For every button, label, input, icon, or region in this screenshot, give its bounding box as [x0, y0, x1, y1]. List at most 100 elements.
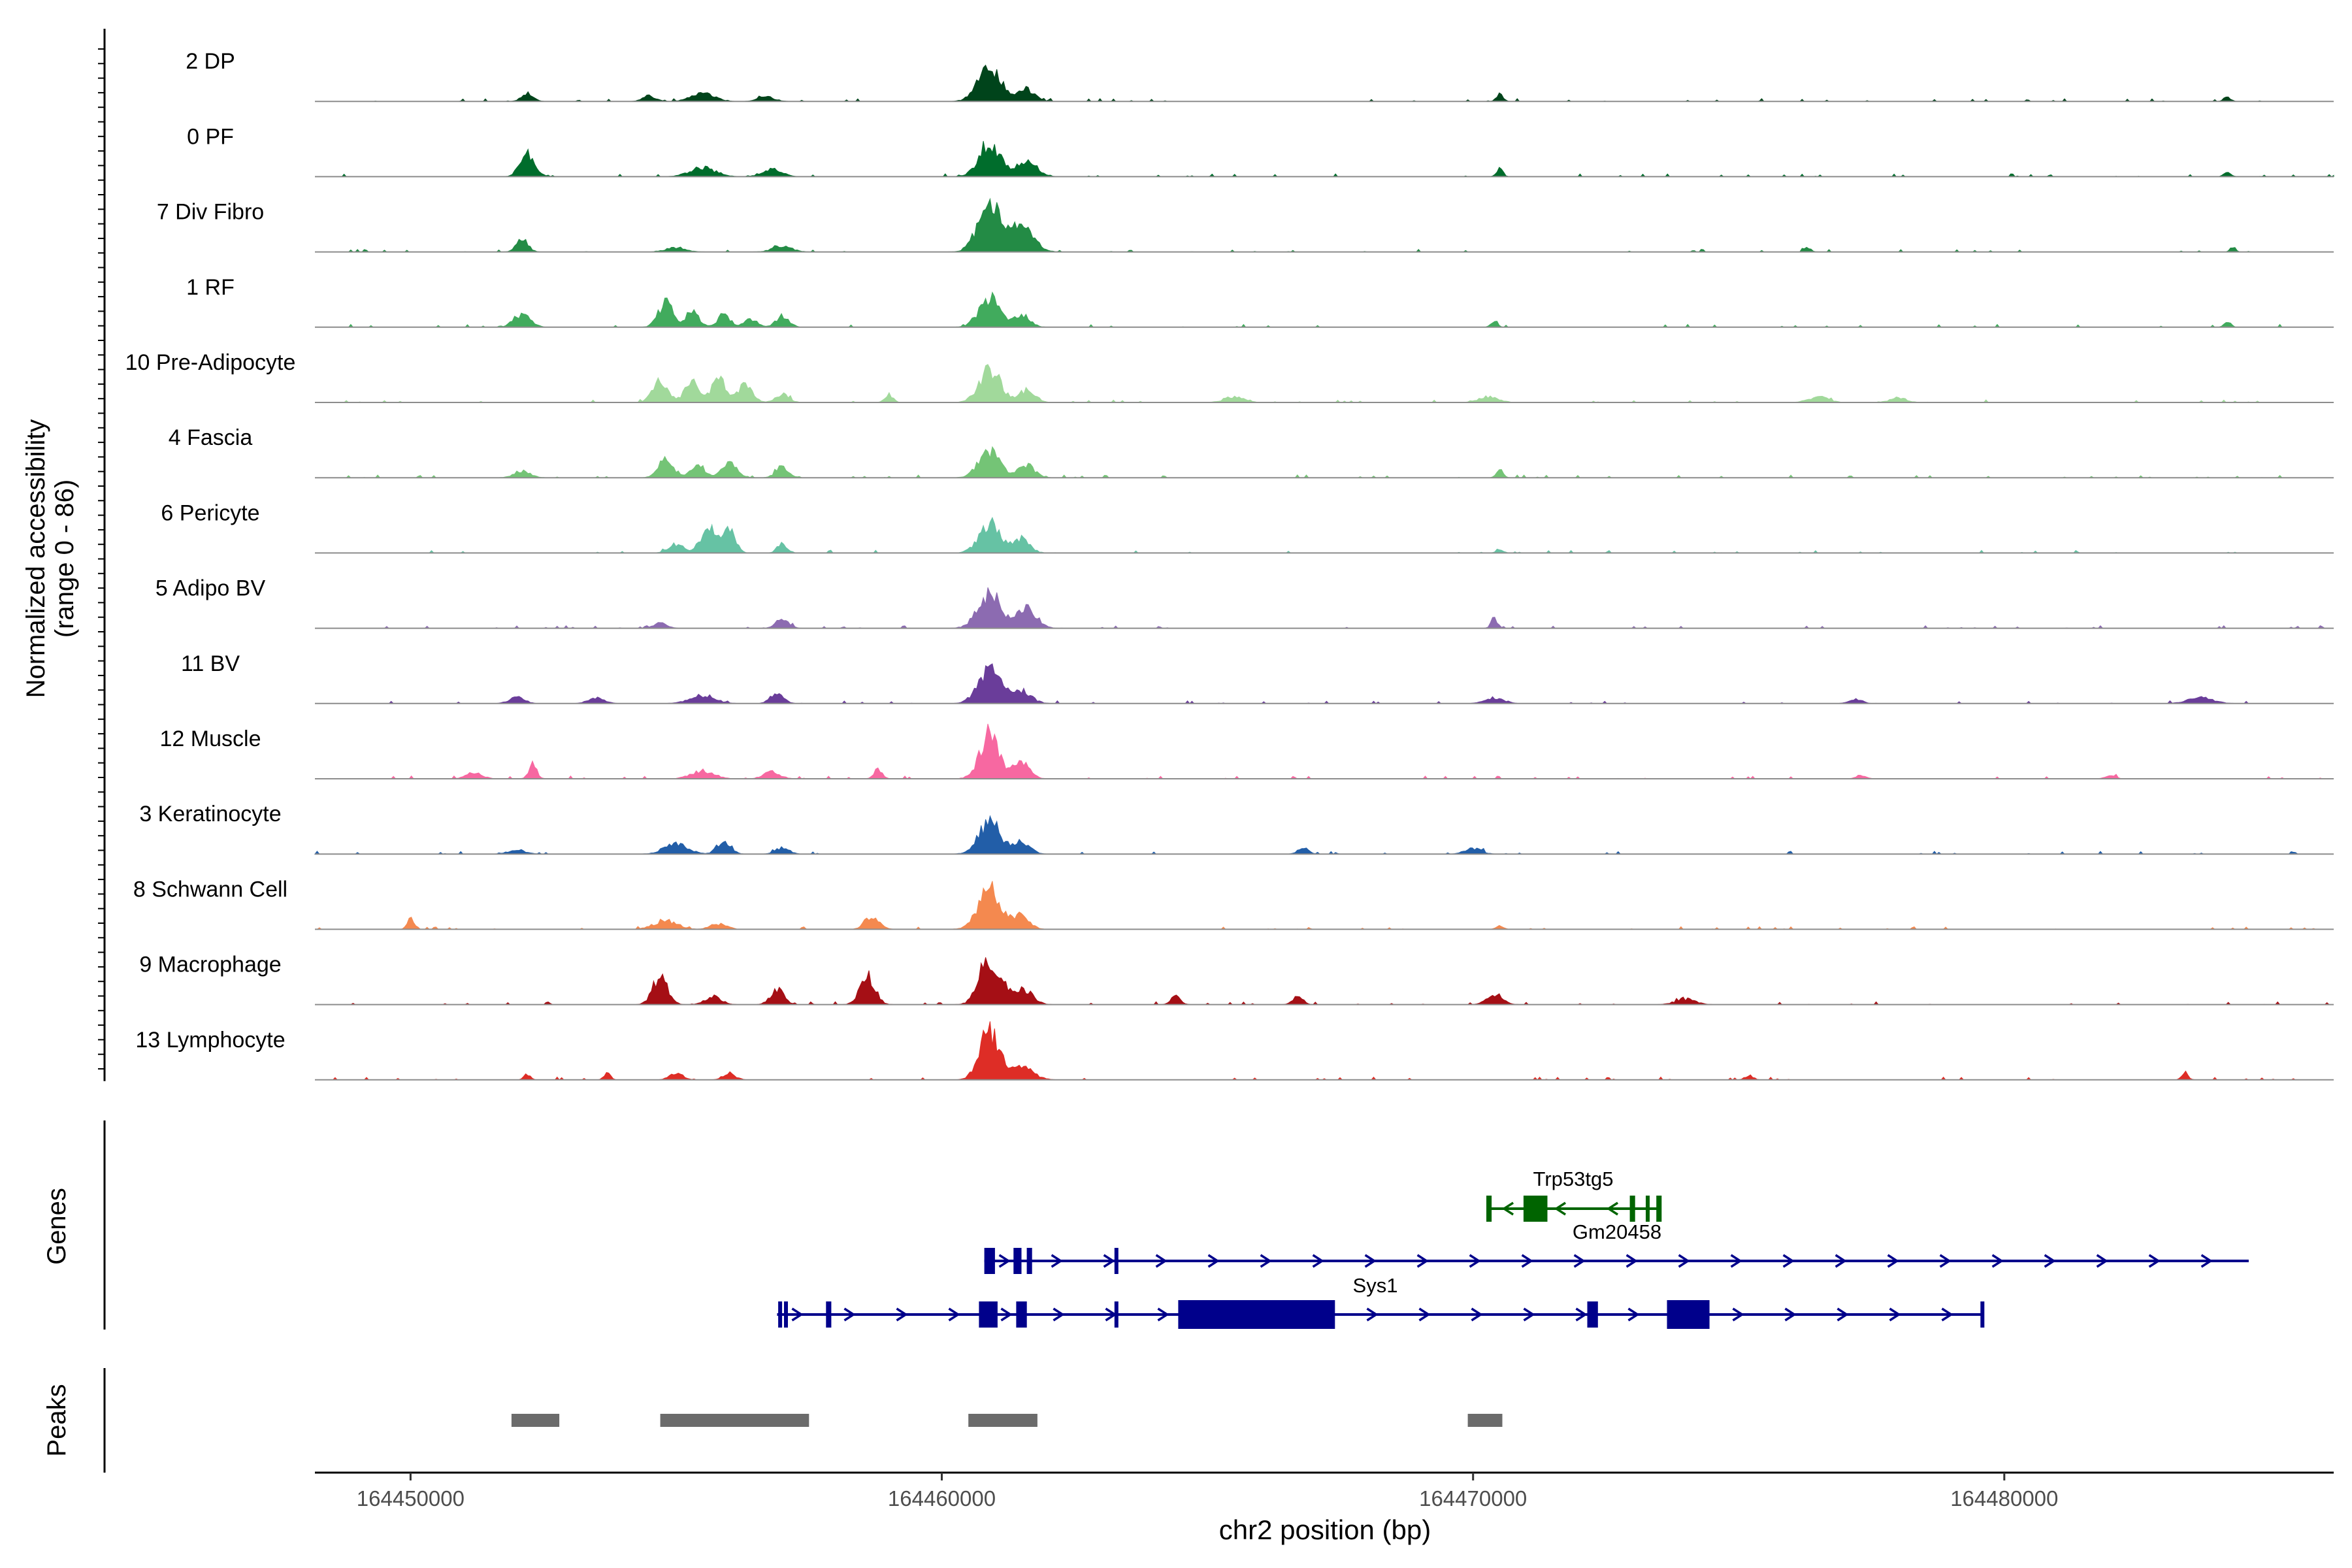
- coverage-track: 9 Macrophage: [139, 953, 2334, 1005]
- strand-chevron: [1366, 1307, 1379, 1322]
- genes-panel: Trp53tg5 Gm20458 Sys1: [103, 1120, 2249, 1330]
- gene-exon: [1114, 1301, 1119, 1328]
- strand-chevron: [1418, 1307, 1431, 1322]
- gene-Trp53tg5: Trp53tg5: [1486, 1168, 1662, 1222]
- gene-exon: [1587, 1301, 1598, 1328]
- coverage-track: 2 DP: [186, 49, 2334, 103]
- gene-label: Sys1: [1353, 1274, 1398, 1297]
- gene-Sys1: Sys1: [777, 1274, 1985, 1329]
- genes-panel-label: Genes: [42, 1188, 71, 1265]
- strand-chevron: [1837, 1307, 1849, 1322]
- strand-chevron: [1939, 1254, 1952, 1268]
- strand-chevron: [1782, 1254, 1795, 1268]
- strand-chevron: [1991, 1254, 2004, 1268]
- gene-exon: [826, 1301, 832, 1328]
- strand-chevron: [1157, 1307, 1169, 1322]
- x-tick-label: 164460000: [888, 1486, 996, 1511]
- coverage-track: 6 Pericyte: [161, 500, 2334, 554]
- track-label: 11 BV: [181, 651, 240, 676]
- coverage-track: 13 Lymphocyte: [135, 1021, 2334, 1081]
- track-label: 3 Keratinocyte: [139, 802, 281, 826]
- gene-exon: [1523, 1196, 1548, 1222]
- gene-exon: [1646, 1196, 1650, 1222]
- strand-chevron: [1207, 1254, 1220, 1268]
- coverage-track: 0 PF: [187, 124, 2334, 178]
- strand-chevron: [1523, 1307, 1535, 1322]
- strand-chevron: [1887, 1254, 1899, 1268]
- strand-chevron: [1554, 1201, 1567, 1216]
- coverage-track: 3 Keratinocyte: [139, 802, 2334, 855]
- track-label: 9 Macrophage: [139, 953, 281, 977]
- strand-chevron: [1000, 1307, 1013, 1322]
- strand-chevron: [896, 1307, 908, 1322]
- gene-exon: [778, 1301, 783, 1328]
- peak-region: [1467, 1414, 1503, 1427]
- peak-region: [968, 1414, 1037, 1427]
- gene-exon: [1114, 1248, 1119, 1274]
- strand-chevron: [1835, 1254, 1847, 1268]
- peak-region: [660, 1414, 809, 1427]
- strand-chevron: [1941, 1307, 1953, 1322]
- strand-chevron: [1312, 1254, 1324, 1268]
- strand-chevron: [1469, 1254, 1481, 1268]
- gene-exon: [984, 1248, 995, 1274]
- gene-exon: [1486, 1196, 1492, 1222]
- strand-chevron: [1051, 1254, 1063, 1268]
- track-label: 10 Pre-Adipocyte: [125, 350, 296, 375]
- strand-chevron: [2148, 1254, 2161, 1268]
- gene-label: Trp53tg5: [1533, 1168, 1614, 1190]
- strand-chevron: [1471, 1307, 1483, 1322]
- coverage-track: 12 Muscle: [160, 723, 2334, 779]
- gene-exon: [1026, 1248, 1032, 1274]
- coverage-track: 5 Adipo BV: [155, 576, 2334, 629]
- strand-chevron: [1053, 1307, 1065, 1322]
- track-label: 13 Lymphocyte: [135, 1028, 285, 1053]
- track-label: 2 DP: [186, 49, 235, 74]
- gene-exon: [1667, 1300, 1710, 1329]
- coverage-y-axis-range: (range 0 - 86): [50, 480, 79, 638]
- strand-chevron: [1606, 1201, 1619, 1216]
- gene-exon: [979, 1301, 998, 1328]
- strand-chevron: [791, 1307, 804, 1322]
- strand-chevron: [1364, 1254, 1377, 1268]
- peaks-panel-label: Peaks: [42, 1384, 71, 1456]
- coverage-track: 7 Div Fibro: [157, 197, 2334, 253]
- strand-chevron: [2096, 1254, 2108, 1268]
- x-tick-label: 164470000: [1419, 1486, 1527, 1511]
- x-tick-label: 164450000: [357, 1486, 465, 1511]
- strand-chevron: [1416, 1254, 1429, 1268]
- strand-chevron: [1260, 1254, 1272, 1268]
- strand-chevron: [1678, 1254, 1690, 1268]
- coverage-panel: 2 DP 0 PF 7 Div Fibro 1 RF 10 Pre-Adipocyte 4…: [98, 29, 2334, 1081]
- track-label: 5 Adipo BV: [155, 576, 266, 601]
- strand-chevron: [1627, 1307, 1640, 1322]
- coverage-track: 8 Schwann Cell: [133, 877, 2334, 930]
- gene-exon: [784, 1301, 788, 1328]
- gene-exon: [1980, 1301, 1985, 1328]
- track-label: 7 Div Fibro: [157, 200, 264, 225]
- gene-exon: [1656, 1196, 1662, 1222]
- strand-chevron: [2044, 1254, 2056, 1268]
- coverage-track: 1 RF: [186, 275, 2334, 328]
- track-label: 0 PF: [187, 124, 234, 149]
- track-label: 12 Muscle: [160, 727, 261, 751]
- gene-exon: [1178, 1300, 1335, 1329]
- strand-chevron: [1521, 1254, 1533, 1268]
- peaks-panel: [103, 1368, 1503, 1473]
- gene-exon: [1016, 1301, 1027, 1328]
- strand-chevron: [1155, 1254, 1168, 1268]
- x-tick-label: 164480000: [1950, 1486, 2058, 1511]
- track-label: 4 Fascia: [169, 425, 253, 450]
- gene-exon: [1013, 1248, 1022, 1274]
- strand-chevron: [2200, 1254, 2213, 1268]
- track-label: 1 RF: [186, 275, 235, 300]
- peak-region: [511, 1414, 560, 1427]
- strand-chevron: [1573, 1254, 1586, 1268]
- strand-chevron: [1784, 1307, 1797, 1322]
- strand-chevron: [1730, 1254, 1742, 1268]
- gene-exon: [1629, 1196, 1635, 1222]
- strand-chevron: [1501, 1201, 1514, 1216]
- strand-chevron: [948, 1307, 960, 1322]
- strand-chevron: [1732, 1307, 1744, 1322]
